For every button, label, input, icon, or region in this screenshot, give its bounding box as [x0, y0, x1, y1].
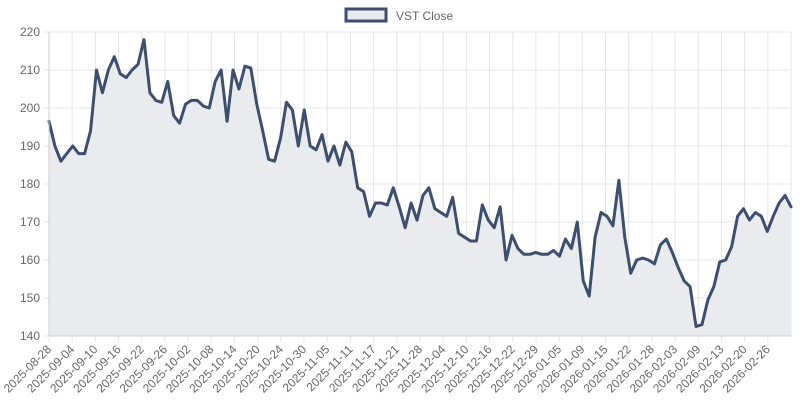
legend-label-vst-close[interactable]: VST Close — [396, 9, 453, 23]
series-area-fill — [49, 39, 791, 336]
series-line-vst-close — [47, 38, 793, 328]
y-tick-label-170: 170 — [20, 215, 40, 229]
y-tick-label-200: 200 — [20, 101, 40, 115]
y-tick-label-160: 160 — [20, 253, 40, 267]
y-tick-label-210: 210 — [20, 63, 40, 77]
y-tick-label-150: 150 — [20, 291, 40, 305]
legend[interactable]: VST Close — [344, 7, 453, 23]
y-tick-label-220: 220 — [20, 25, 40, 39]
y-tick-label-140: 140 — [20, 329, 40, 343]
y-tick-label-190: 190 — [20, 139, 40, 153]
area-layer — [47, 38, 793, 336]
y-tick-label-180: 180 — [20, 177, 40, 191]
legend-swatch[interactable] — [344, 7, 388, 23]
